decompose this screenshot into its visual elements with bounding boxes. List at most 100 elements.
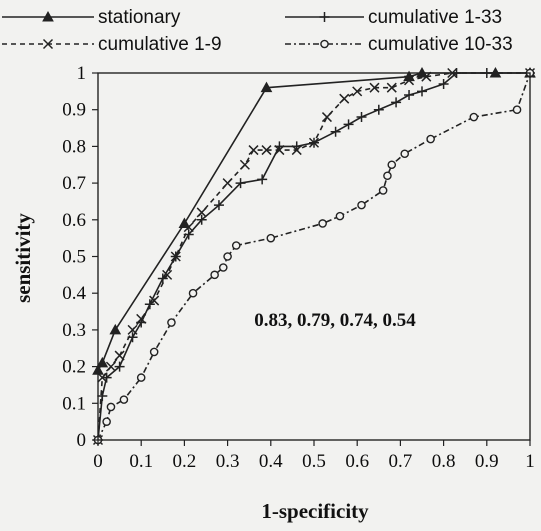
x-marker [261,145,272,156]
plus-marker [213,200,224,211]
y-tick-label: 0.5 [62,247,86,268]
circle-marker [318,219,327,228]
x-tick-label: 0.2 [173,451,197,472]
plus-marker [438,79,449,90]
x-tick-label: 0.6 [345,451,369,472]
legend-item-cumulative-10-33: cumulative 10-33 [285,34,513,55]
x-marker [404,75,415,86]
x-marker [42,38,54,50]
x-marker [274,145,285,156]
y-tick-label: 0.8 [62,136,86,157]
x-marker [170,251,181,262]
plus-marker [330,126,341,137]
circle-marker [266,233,276,243]
legend-label: stationary [98,7,181,28]
x-marker [386,82,397,93]
x-tick-label: 0 [93,451,103,472]
circle-marker [512,105,522,114]
circle-marker [378,186,388,195]
x-tick-label: 0.3 [216,451,240,472]
y-tick-label: 0.1 [62,393,86,414]
circle-marker [210,270,219,280]
x-tick-label: 1 [525,451,535,472]
x-marker [339,93,350,104]
y-tick-label: 1 [77,63,87,84]
x-marker [136,313,147,324]
triangle-marker [42,10,54,22]
plot-area: 0 0.1 0.2 0.3 0.4 0.5 0.6 0.7 0.8 0.9 1 0 0.1 0.2 0.3 0… [62,63,536,472]
x-marker [127,324,138,335]
plus-marker [343,119,354,130]
legend-item-cumulative-1-33: cumulative 1-33 [285,7,502,28]
y-tick-label: 0 [77,430,87,451]
circle-marker [383,171,392,181]
x-marker [291,145,302,156]
legend-label: cumulative 1-9 [98,34,222,55]
x-marker [162,269,173,280]
circle-marker [136,373,146,382]
x-marker [352,86,363,97]
circle-marker [231,241,241,250]
plus-marker [417,86,427,97]
plus-marker [257,174,268,185]
x-tick-label: 0.7 [389,451,413,472]
circle-marker [106,402,116,412]
circle-marker [119,395,129,404]
circle-marker [223,252,232,261]
x-tick-label: 0.9 [475,451,499,472]
plus-marker [356,112,367,123]
plus-marker [319,12,330,22]
y-tick-label: 0.9 [62,100,86,121]
plus-marker [391,97,402,108]
x-axis-label: 1-specificity [261,499,369,523]
circle-marker [218,263,228,272]
y-tick-label: 0.4 [62,283,86,304]
x-tick-label: 0.4 [259,451,283,472]
circle-marker [320,39,329,49]
plus-marker [373,104,384,115]
auc-annotation: 0.83, 0.79, 0.74, 0.54 [254,310,416,331]
series-line-cumulative-10-33 [97,72,531,441]
plus-marker [196,214,207,225]
x-marker [105,361,116,372]
circle-marker [469,112,479,122]
x-marker [183,222,194,233]
circle-marker [188,288,198,298]
series-cumulative-10-33 [93,68,535,445]
y-tick-label: 0.3 [62,320,86,341]
legend-item-cumulative-1-9: cumulative 1-9 [2,34,222,55]
x-marker [149,295,160,306]
circle-marker [387,160,397,170]
circle-marker [426,134,435,144]
circle-marker [357,200,366,210]
x-marker [369,82,380,93]
series-layer [92,66,536,446]
legend-label: cumulative 1-33 [368,7,502,28]
x-tick-label: 0.1 [129,451,153,472]
y-tick-label: 0.6 [62,210,86,231]
x-marker [321,112,332,123]
y-axis-label: sensitivity [11,213,35,303]
circle-marker [400,149,410,159]
legend: stationary cumulative 1-33 cumulative 1-9 c… [2,7,513,55]
x-marker [222,178,233,189]
x-marker [97,372,108,383]
triangle-marker [109,323,122,335]
x-marker [248,145,259,156]
plus-marker [114,361,125,372]
x-marker [196,207,207,218]
legend-label: cumulative 10-33 [368,34,513,55]
triangle-marker [260,81,273,93]
y-tick-label: 0.7 [62,173,86,194]
series-line-cumulative-1-33 [97,72,530,441]
triangle-marker [96,356,109,368]
circle-marker [167,318,176,327]
plus-marker [97,390,108,401]
x-marker [308,137,320,148]
circle-marker [335,211,345,221]
circle-marker [149,347,159,357]
y-tick-label: 0.2 [62,357,86,378]
axes-layer [92,72,531,446]
tick-labels: 0 0.1 0.2 0.3 0.4 0.5 0.6 0.7 0.8 0.9 1 0 0.1 0.2 0.3 0… [62,63,535,472]
